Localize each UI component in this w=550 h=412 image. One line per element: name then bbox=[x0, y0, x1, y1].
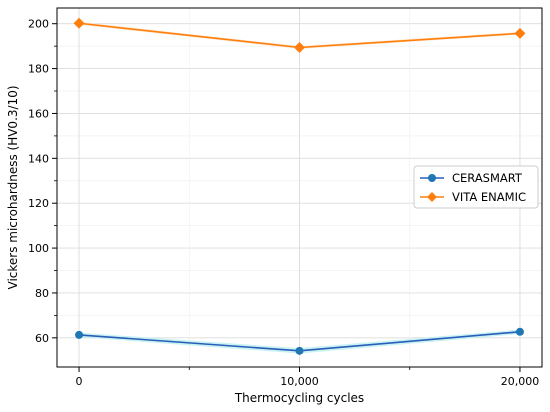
y-tick-label: 140 bbox=[28, 152, 49, 165]
legend-vita-enamic-marker bbox=[427, 192, 437, 202]
y-tick-label: 120 bbox=[28, 197, 49, 210]
y-tick-label: 160 bbox=[28, 107, 49, 120]
series-markers bbox=[73, 17, 526, 355]
x-tick-label: 10,000 bbox=[280, 375, 319, 388]
x-tick-label: 0 bbox=[76, 375, 83, 388]
legend-box bbox=[413, 165, 539, 209]
x-axis-label: Thermocycling cycles bbox=[234, 391, 364, 405]
cerasmart-point bbox=[295, 346, 304, 355]
cerasmart-point bbox=[75, 330, 84, 339]
legend-cerasmart-marker bbox=[428, 174, 436, 182]
vita-enamic-point bbox=[73, 17, 85, 29]
cerasmart-point bbox=[515, 327, 524, 336]
vita-enamic-point bbox=[514, 27, 526, 39]
y-axis-label: Vickers microhardness (HV0.3/10) bbox=[6, 85, 20, 289]
vita-enamic-point bbox=[294, 41, 305, 53]
x-tick-label: 20,000 bbox=[501, 375, 540, 388]
legend-cerasmart-label: CERASMART bbox=[452, 171, 523, 185]
y-tick-label: 200 bbox=[28, 18, 49, 31]
y-tick-label: 60 bbox=[35, 332, 49, 345]
y-tick-label: 100 bbox=[28, 242, 49, 255]
axis-ticks: 60 80 100 120 140 160 180 200 0 10,000 20,000 bbox=[28, 18, 539, 388]
legend: CERASMART VITA ENAMIC bbox=[413, 165, 539, 209]
legend-vita-enamic-label: VITA ENAMIC bbox=[452, 190, 526, 204]
y-tick-label: 80 bbox=[35, 287, 49, 300]
y-tick-label: 180 bbox=[28, 63, 49, 76]
